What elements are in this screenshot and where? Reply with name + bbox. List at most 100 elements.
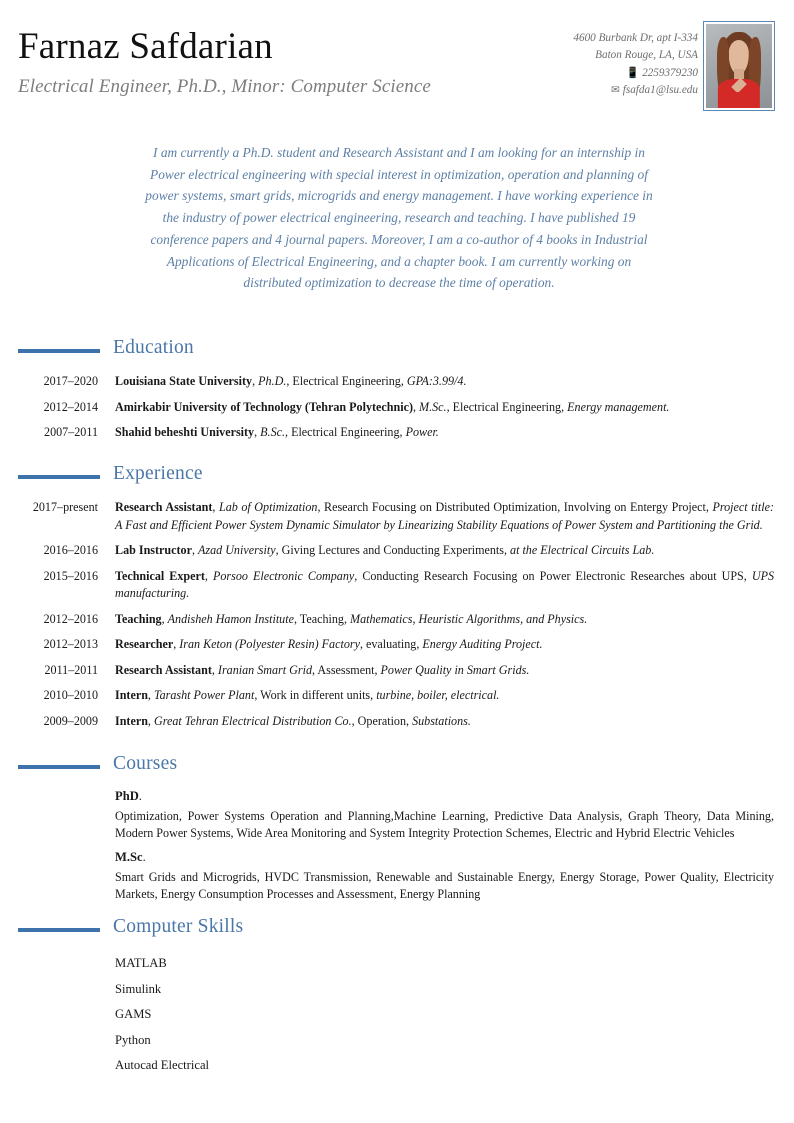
entry-date: 2015–2016	[43, 568, 98, 583]
entry-row: 2010–2010 Intern, Tarasht Power Plant, Wo…	[0, 687, 794, 705]
entry-detail: , Electrical Engineering,	[286, 374, 407, 388]
entry-detail-emphasis: turbine, boiler, electrical.	[376, 688, 500, 703]
course-degree-label: M.Sc.	[115, 850, 146, 865]
email-address[interactable]: fsafda1@lsu.edu	[622, 84, 698, 97]
entry-detail: ,	[191, 543, 198, 558]
entry-title: Research Assistant	[115, 500, 213, 514]
entry-detail: ,	[147, 688, 154, 703]
photo-hair-left	[717, 37, 730, 98]
section-title-computer-skills: Computer Skills	[113, 916, 244, 937]
name-block: Farnaz Safdarian Electrical Engineer, Ph…	[18, 26, 488, 98]
skills-list: MATLAB Simulink GAMS Python Autocad Electric…	[0, 957, 794, 1072]
entry-title: Research Assistant	[115, 662, 212, 677]
entry-detail: , Teaching,	[293, 611, 350, 626]
section-header-computer-skills: Computer Skills	[0, 916, 794, 944]
entry-detail: ,	[211, 662, 218, 677]
entry-detail: ,	[212, 500, 219, 514]
entry-detail: , Electrical Engineering,	[285, 425, 406, 440]
section-header-experience: Experience	[0, 463, 794, 491]
section-rule-icon	[18, 349, 100, 353]
section-header-education: Education	[0, 337, 794, 365]
entry-detail-emphasis: Azad University	[197, 543, 276, 558]
section-title-education: Education	[113, 337, 194, 358]
entry-detail: ,	[147, 713, 154, 728]
entry-title: Louisiana State University	[115, 374, 253, 388]
section-title-experience: Experience	[113, 463, 203, 484]
entry-detail: ,	[254, 425, 261, 440]
envelope-icon: ✉	[610, 85, 620, 97]
entry-title: Intern	[115, 688, 148, 703]
entry-detail: ,	[161, 611, 168, 626]
course-degree-period: .	[138, 789, 142, 803]
entry-row: 2011–2011 Research Assistant, Iranian Sma…	[0, 662, 794, 680]
entry-date: 2017–2020	[43, 374, 98, 388]
entry-date: 2010–2010	[43, 688, 98, 703]
phone-number[interactable]: 2259379230	[642, 66, 698, 79]
course-list: Smart Grids and Microgrids, HVDC Transmi…	[115, 870, 774, 902]
entry-detail: , Electrical Engineering,	[446, 399, 568, 414]
entry-detail-emphasis: Power.	[405, 425, 439, 440]
experience-entries: 2017–present Research Assistant, Lab of O…	[0, 499, 794, 730]
section-title-courses: Courses	[113, 753, 178, 774]
photo-neck	[734, 69, 744, 81]
entry-detail: , Conducting Research Focusing on Power …	[354, 568, 752, 583]
entry-detail-emphasis: Tarasht Power Plant	[153, 688, 255, 703]
contact-block: 4600 Burbank Dr, apt I-334 Baton Rouge, …	[408, 30, 698, 100]
address-line-2: Baton Rouge, LA, USA	[595, 49, 698, 62]
entry-detail: ,	[252, 374, 259, 388]
entry-detail: , Operation,	[351, 713, 413, 728]
entry-title: Amirkabir University of Technology (Tehr…	[115, 399, 413, 414]
entry-detail: ,	[204, 568, 213, 583]
entry-date: 2012–2013	[43, 637, 98, 652]
entry-detail: , Research Focusing on Distributed Optim…	[317, 500, 713, 514]
entry-detail-emphasis: M.Sc.	[419, 399, 447, 414]
section-education: Education 2017–2020 Louisiana State Unive…	[0, 337, 794, 442]
entry-detail-emphasis: Andisheh Hamon Institute	[167, 611, 294, 626]
entry-detail-emphasis: Iranian Smart Grid	[217, 662, 312, 677]
entry-detail-emphasis: Project title: A Fast and Efficient Powe…	[115, 500, 774, 532]
entry-row: 2015–2016 Technical Expert, Porsoo Electr…	[0, 568, 794, 603]
photo-face	[728, 39, 750, 74]
skill-item: MATLAB	[115, 956, 167, 970]
entry-detail: , Assessment,	[312, 662, 381, 677]
section-rule-icon	[18, 765, 100, 769]
cv-header: Farnaz Safdarian Electrical Engineer, Ph…	[0, 0, 794, 132]
job-title: Electrical Engineer, Ph.D., Minor: Compu…	[18, 75, 431, 97]
entry-row: 2017–present Research Assistant, Lab of O…	[0, 499, 794, 534]
entry-detail: ,	[173, 637, 180, 652]
address-line-1: 4600 Burbank Dr, apt I-334	[573, 32, 698, 44]
entry-detail-emphasis: Iran Keton (Polyester Resin) Factory	[179, 637, 360, 652]
course-list: Optimization, Power Systems Operation an…	[115, 808, 774, 841]
entry-detail-emphasis: Lab of Optimization	[218, 500, 318, 514]
entry-detail-emphasis: Substations.	[412, 713, 471, 728]
entry-date: 2009–2009	[43, 713, 98, 728]
entry-title: Technical Expert	[115, 568, 205, 583]
section-computer-skills: Computer Skills MATLAB Simulink GAMS Python…	[0, 916, 794, 1072]
entry-detail-emphasis: B.Sc.	[260, 425, 286, 440]
skill-item: Python	[115, 1032, 151, 1047]
skill-item: Simulink	[115, 981, 162, 996]
section-rule-icon	[18, 928, 100, 932]
page-title: Farnaz Safdarian	[18, 26, 273, 67]
entry-row: 2012–2014 Amirkabir University of Technol…	[0, 399, 794, 417]
course-groups: PhD. Optimization, Power Systems Operatio…	[0, 788, 794, 903]
entry-detail: , Work in different units,	[254, 688, 377, 703]
entry-title: Shahid beheshti University	[115, 425, 255, 440]
course-degree-period: .	[142, 850, 146, 865]
section-header-courses: Courses	[0, 753, 794, 781]
entry-title: Researcher	[115, 637, 174, 652]
education-entries: 2017–2020 Louisiana State University, Ph.…	[0, 373, 794, 442]
skill-item: Autocad Electrical	[115, 1058, 210, 1073]
entry-detail-emphasis: Ph.D.	[258, 374, 287, 388]
entry-row: 2016–2016 Lab Instructor, Azad University…	[0, 542, 794, 560]
section-courses: Courses PhD. Optimization, Power Systems …	[0, 753, 794, 903]
avatar	[703, 21, 775, 111]
entry-detail-emphasis: Porsoo Electronic Company	[212, 568, 355, 583]
entry-row: 2012–2013 Researcher, Iran Keton (Polyest…	[0, 636, 794, 654]
entry-detail-emphasis: Great Tehran Electrical Distribution Co.	[153, 713, 352, 728]
entry-date: 2011–2011	[44, 662, 98, 677]
entry-detail-emphasis: Power Quality in Smart Grids.	[380, 662, 530, 677]
portrait-photo	[706, 24, 772, 108]
entry-row: 2017–2020 Louisiana State University, Ph.…	[0, 373, 794, 391]
profile-summary: I am currently a Ph.D. student and Resea…	[145, 145, 653, 291]
